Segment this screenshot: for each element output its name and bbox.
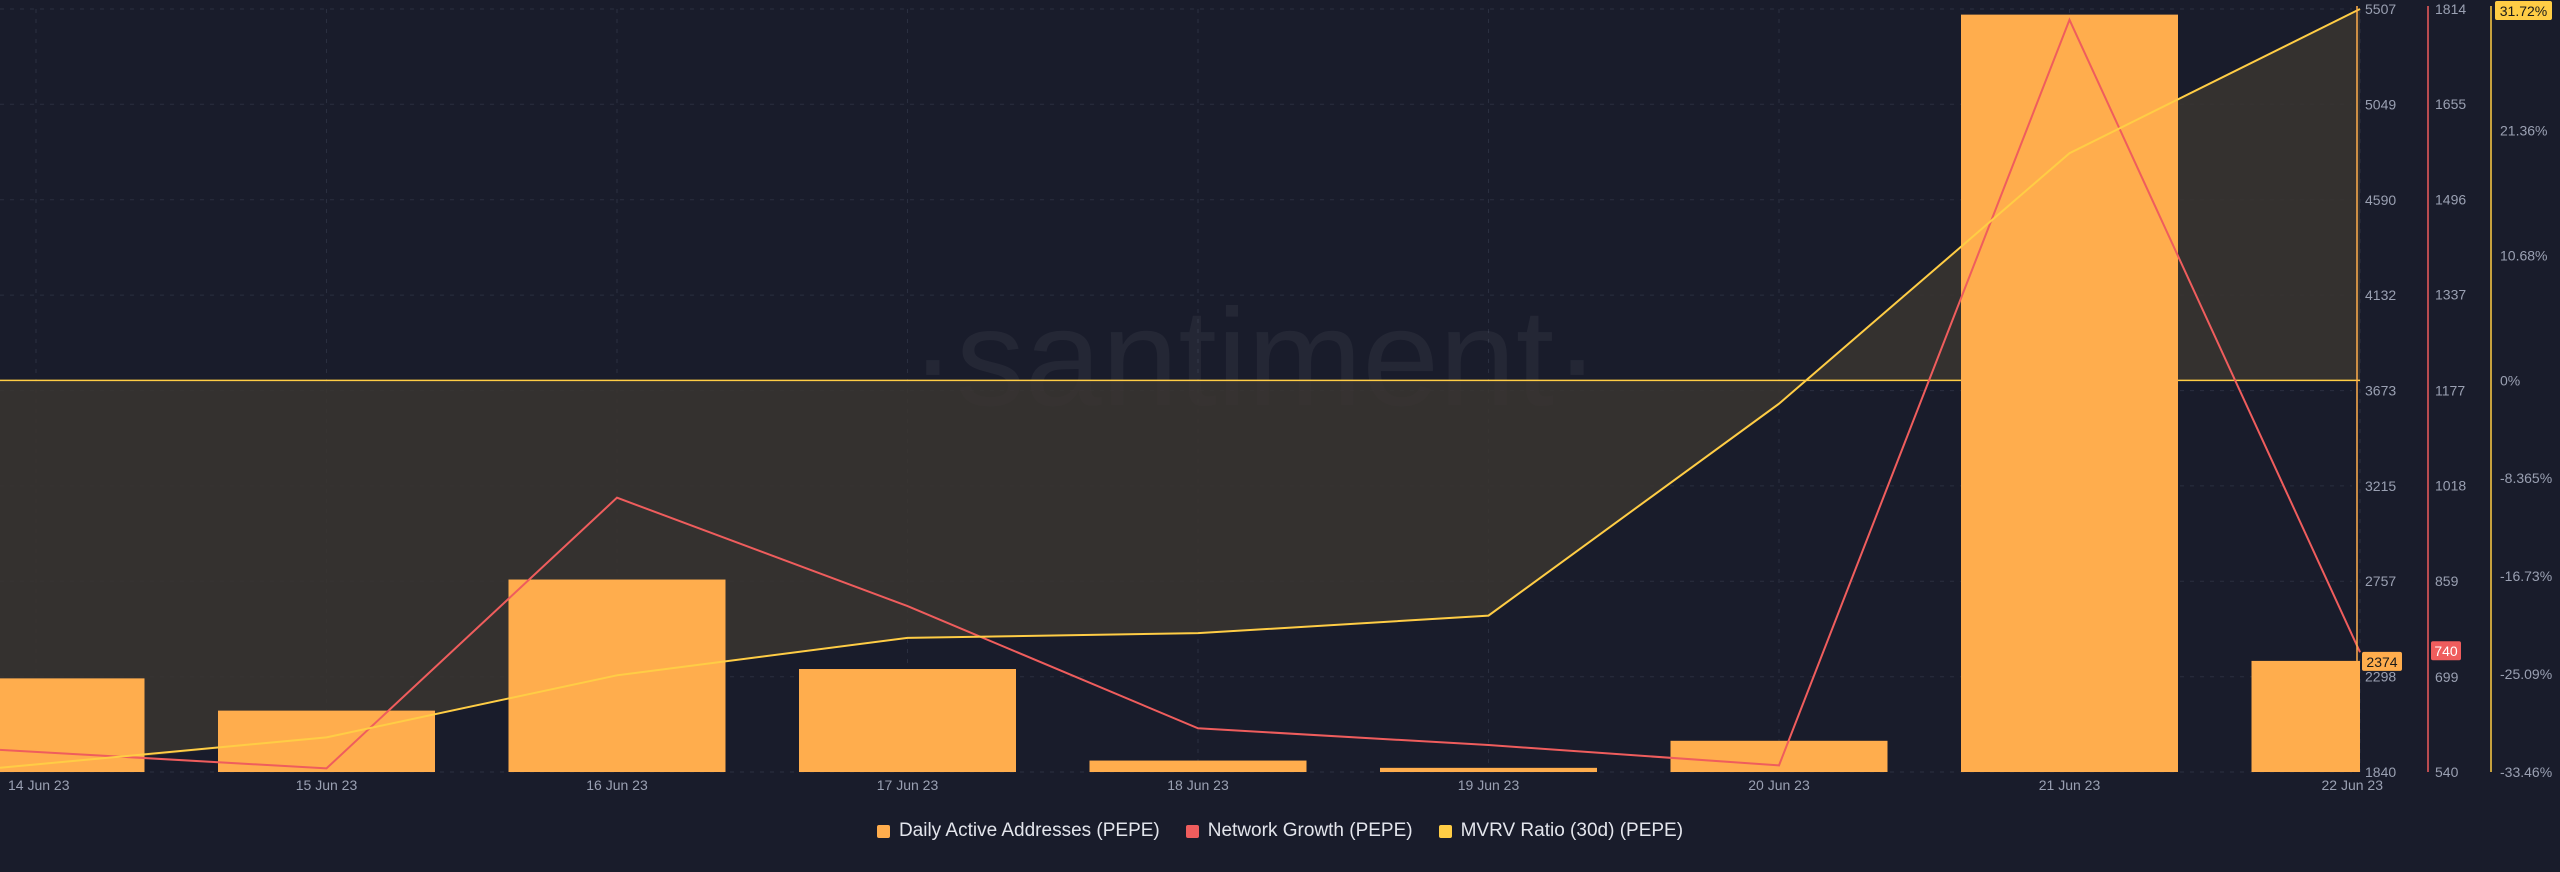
bar-daily-active-addresses (1671, 741, 1888, 772)
last-value-network-growth: 740 (2434, 643, 2458, 659)
right-axis-tick-label: 10.68% (2500, 247, 2547, 263)
x-tick-label: 22 Jun 23 (2322, 777, 2384, 793)
x-tick-label: 18 Jun 23 (1167, 777, 1229, 793)
legend-item-network-growth[interactable]: Network Growth (PEPE) (1186, 820, 1413, 842)
legend-swatch-icon (1186, 825, 1199, 838)
bar-daily-active-addresses (799, 669, 1016, 772)
left-axis-tick-label: 3673 (2365, 383, 2396, 399)
x-tick-label: 20 Jun 23 (1748, 777, 1810, 793)
right-axis-tick-label: -16.73% (2500, 568, 2552, 584)
legend-label: MVRV Ratio (30d) (PEPE) (1461, 820, 1683, 842)
bar-daily-active-addresses (1090, 761, 1307, 772)
middle-axis-tick-label: 1655 (2435, 96, 2466, 112)
x-tick-label: 19 Jun 23 (1458, 777, 1520, 793)
left-axis-tick-label: 4590 (2365, 192, 2396, 208)
legend-swatch-icon (1439, 825, 1452, 838)
bar-daily-active-addresses (2252, 661, 2361, 772)
left-axis-tick-label: 2298 (2365, 669, 2396, 685)
x-tick-label: 21 Jun 23 (2039, 777, 2101, 793)
x-tick-label: 15 Jun 23 (296, 777, 358, 793)
legend-label: Network Growth (PEPE) (1208, 820, 1413, 842)
middle-axis-tick-label: 699 (2435, 669, 2459, 685)
middle-axis-tick-label: 859 (2435, 573, 2459, 589)
x-tick-labels: 14 Jun 23 15 Jun 23 16 Jun 23 17 Jun 23 18 J… (8, 777, 2383, 793)
middle-axis-tick-label: 540 (2435, 764, 2459, 780)
right-axis-tick-label: -8.365% (2500, 470, 2552, 486)
bar-daily-active-addresses (218, 711, 435, 772)
left-axis-tick-label: 2757 (2365, 573, 2396, 589)
middle-axis-tick-label: 1177 (2435, 383, 2465, 399)
legend-item-mvrv-ratio[interactable]: MVRV Ratio (30d) (PEPE) (1439, 820, 1683, 842)
middle-axis-tick-label: 1496 (2435, 191, 2466, 207)
left-axis-tick-label: 4132 (2365, 287, 2396, 303)
legend-swatch-icon (877, 825, 890, 838)
right-axis-tick-label: -25.09% (2500, 666, 2552, 682)
bar-daily-active-addresses (1380, 768, 1597, 772)
left-axis-tick-label: 3215 (2365, 478, 2396, 494)
middle-axis-tick-label: 1018 (2435, 478, 2466, 494)
x-tick-label: 17 Jun 23 (877, 777, 939, 793)
bar-daily-active-addresses (1961, 15, 2178, 772)
x-tick-label: 14 Jun 23 (8, 777, 70, 793)
left-axis-tick-label: 5507 (2365, 1, 2396, 17)
last-value-mvrv-ratio: 31.72% (2500, 3, 2547, 19)
legend: Daily Active Addresses (PEPE) Network Gr… (0, 820, 2560, 842)
left-axis-tick-label: 5049 (2365, 96, 2396, 112)
right-axis-tick-label: 0% (2500, 372, 2520, 388)
legend-label: Daily Active Addresses (PEPE) (899, 820, 1160, 842)
legend-item-daily-active-addresses[interactable]: Daily Active Addresses (PEPE) (877, 820, 1160, 842)
x-tick-label: 16 Jun 23 (586, 777, 648, 793)
middle-axis-tick-label: 1814 (2435, 1, 2466, 17)
bar-daily-active-addresses (0, 678, 145, 772)
right-axis-tick-label: 21.36% (2500, 122, 2547, 138)
last-value-daily-active-addresses: 2374 (2366, 654, 2397, 670)
axes-layer: 5507504945904132367332152757229818401814… (2357, 1, 2552, 780)
middle-axis-tick-label: 1337 (2435, 287, 2466, 303)
right-axis-tick-label: -33.46% (2500, 764, 2552, 780)
